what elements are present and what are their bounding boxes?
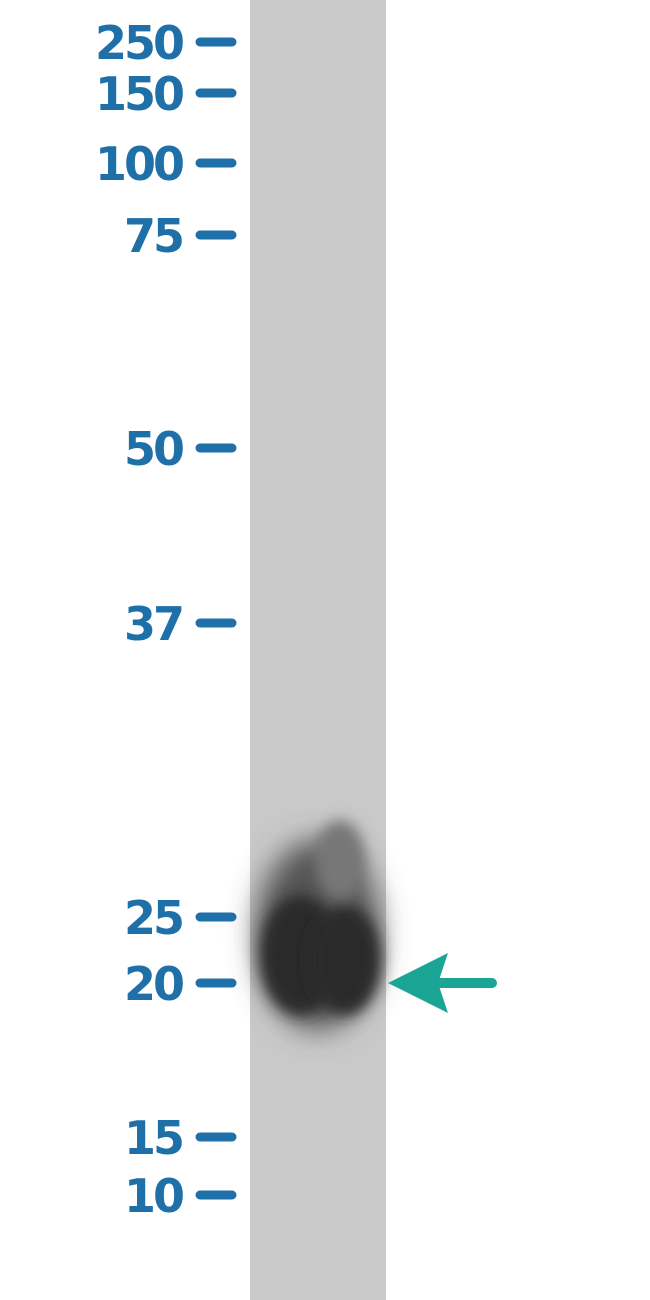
marker-label: 25	[124, 891, 182, 945]
marker-label: 250	[95, 16, 183, 70]
marker-label: 10	[124, 1169, 183, 1223]
lane	[250, 0, 386, 1300]
arrow	[388, 953, 497, 1013]
marker-label: 15	[124, 1111, 182, 1165]
marker-label: 150	[95, 67, 183, 121]
marker-label: 75	[124, 209, 182, 263]
marker-label: 100	[95, 137, 183, 191]
marker-label: 50	[124, 422, 183, 476]
marker-label: 37	[124, 597, 182, 651]
marker-label: 20	[124, 957, 183, 1011]
band	[256, 820, 381, 1030]
